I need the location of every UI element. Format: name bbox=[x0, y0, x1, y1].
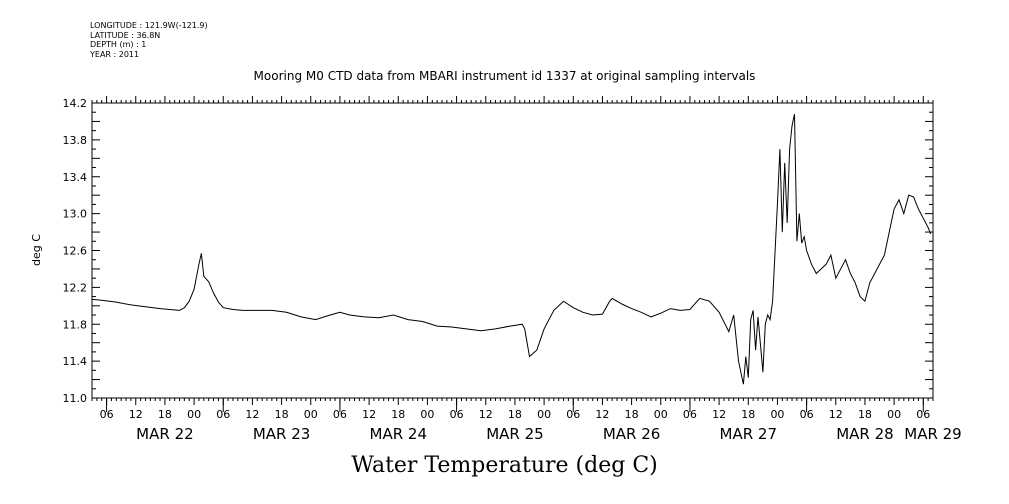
x-hour-label: 00 bbox=[187, 408, 201, 421]
x-hour-label: 06 bbox=[800, 408, 814, 421]
x-hour-label: 06 bbox=[333, 408, 347, 421]
x-day-label: MAR 23 bbox=[253, 425, 310, 443]
x-hour-label: 00 bbox=[654, 408, 668, 421]
x-hour-label: 06 bbox=[100, 408, 114, 421]
x-axis-title: Water Temperature (deg C) bbox=[351, 453, 658, 478]
x-hour-label: 18 bbox=[625, 408, 639, 421]
x-hour-label: 06 bbox=[683, 408, 697, 421]
x-hour-label: 12 bbox=[829, 408, 843, 421]
x-day-label: MAR 29 bbox=[904, 425, 961, 443]
x-hour-label: 06 bbox=[566, 408, 580, 421]
x-hour-label: 06 bbox=[450, 408, 464, 421]
x-hour-label: 00 bbox=[537, 408, 551, 421]
y-tick-label: 13.4 bbox=[63, 171, 88, 184]
x-hour-label: 18 bbox=[391, 408, 405, 421]
plot-frame bbox=[91, 102, 934, 399]
x-hour-label: 12 bbox=[362, 408, 376, 421]
x-hour-label: 18 bbox=[158, 408, 172, 421]
x-axis: 06 12 18 00 06 12 18 00 06 12 18 00 06 12 18 00 06 12 18 00… bbox=[91, 96, 962, 443]
series-line-water-temperature bbox=[91, 113, 932, 385]
y-axis-label: deg C bbox=[30, 234, 43, 266]
x-hour-label: 12 bbox=[712, 408, 726, 421]
x-hour-label: 18 bbox=[741, 408, 755, 421]
x-hour-label: 12 bbox=[129, 408, 143, 421]
x-day-label: MAR 24 bbox=[370, 425, 427, 443]
x-hour-label: 06 bbox=[216, 408, 230, 421]
longitude-label: LONGITUDE : 121.9W(-121.9) bbox=[90, 21, 208, 30]
x-hour-label: 12 bbox=[479, 408, 493, 421]
y-axis: 11.0 11.4 11.8 12.2 12.6 13.0 13.4 13.8 14.2 bbox=[63, 97, 933, 405]
x-day-label: MAR 26 bbox=[603, 425, 660, 443]
x-hour-label: 00 bbox=[770, 408, 784, 421]
y-tick-label: 11.4 bbox=[63, 355, 88, 368]
y-tick-label: 11.0 bbox=[63, 392, 88, 405]
y-tick-label: 14.2 bbox=[63, 97, 88, 110]
y-tick-label: 13.0 bbox=[63, 208, 88, 221]
x-day-label: MAR 22 bbox=[136, 425, 193, 443]
y-tick-label: 12.2 bbox=[63, 281, 88, 294]
year-label: YEAR : 2011 bbox=[90, 49, 140, 59]
x-hour-label: 18 bbox=[508, 408, 522, 421]
y-tick-label: 11.8 bbox=[63, 318, 88, 331]
latitude-label: LATITUDE : 36.8N bbox=[90, 30, 161, 40]
x-hour-label: 00 bbox=[420, 408, 434, 421]
y-tick-label: 13.8 bbox=[63, 134, 88, 147]
x-day-label: MAR 25 bbox=[486, 425, 543, 443]
x-day-label: MAR 27 bbox=[720, 425, 777, 443]
x-hour-label: 12 bbox=[595, 408, 609, 421]
x-hour-label: 18 bbox=[275, 408, 289, 421]
x-hour-label: 18 bbox=[858, 408, 872, 421]
y-tick-label: 12.6 bbox=[63, 245, 88, 258]
x-day-label: MAR 28 bbox=[836, 425, 893, 443]
chart-title: Mooring M0 CTD data from MBARI instrumen… bbox=[253, 69, 756, 83]
metadata-header: LONGITUDE : 121.9W(-121.9) LATITUDE : 36… bbox=[90, 21, 208, 59]
x-hour-label: 06 bbox=[916, 408, 930, 421]
depth-label: DEPTH (m) : 1 bbox=[90, 40, 147, 49]
x-hour-label: 00 bbox=[304, 408, 318, 421]
x-hour-label: 00 bbox=[887, 408, 901, 421]
x-hour-label: 12 bbox=[245, 408, 259, 421]
